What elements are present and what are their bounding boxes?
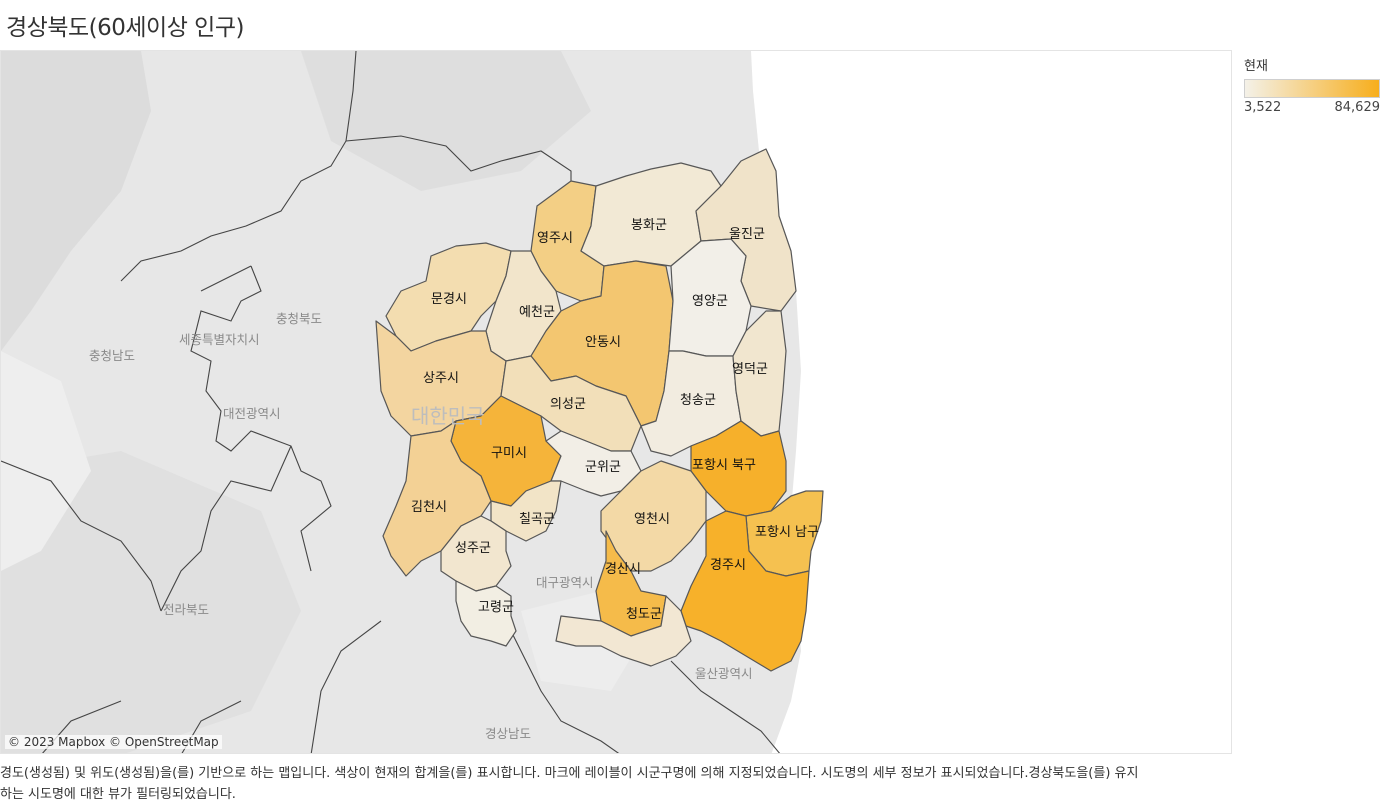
legend-labels: 3,522 84,629 (1244, 100, 1380, 115)
region-label-uljin: 울진군 (729, 227, 765, 242)
region-labels: 영주시 봉화군 울진군 문경시 예천군 안동시 영양군 상주시 의성군 청송군 … (411, 218, 819, 622)
region-label-gimcheon: 김천시 (411, 500, 447, 515)
region-label-mungyeong: 문경시 (431, 292, 467, 307)
region-label-gyeongsan: 경산시 (605, 562, 641, 577)
region-label-gunwi: 군위군 (585, 460, 621, 475)
region-polygons (375, 148, 824, 672)
color-legend: 현재 3,522 84,629 (1244, 55, 1380, 115)
region-cheongdo[interactable] (555, 595, 692, 667)
bg-label-gyeongnam: 경상남도 (485, 726, 531, 741)
region-label-chilgok: 칠곡군 (519, 512, 555, 527)
legend-title: 현재 (1244, 59, 1268, 74)
region-yeongdeok[interactable] (732, 310, 787, 437)
region-seongju[interactable] (440, 515, 512, 592)
region-label-gyeongju: 경주시 (710, 558, 746, 573)
bg-label-sejong: 세종특별자치시 (179, 332, 260, 347)
region-goryeong[interactable] (455, 580, 517, 647)
region-label-yeongyang: 영양군 (692, 294, 728, 309)
bg-label-korea: 대한민국 (411, 404, 485, 428)
region-label-pohang-buk: 포항시 북구 (692, 458, 756, 473)
bg-label-chungnam: 충청남도 (89, 348, 135, 363)
region-label-uiseong: 의성군 (550, 397, 586, 412)
region-label-sangju: 상주시 (423, 371, 459, 386)
region-label-bonghwa: 봉화군 (631, 218, 667, 233)
bg-label-daegu: 대구광역시 (536, 575, 594, 590)
map-caption: 경도(생성됨) 및 위도(생성됨)을(를) 기반으로 하는 맵입니다. 색상이 … (0, 766, 1139, 802)
bg-label-daejeon: 대전광역시 (223, 406, 281, 421)
region-yeongcheon[interactable] (600, 460, 707, 572)
region-label-cheongsong: 청송군 (680, 393, 716, 408)
legend-min-label: 3,522 (1244, 100, 1282, 115)
region-label-yeongju: 영주시 (537, 231, 573, 246)
bg-label-chungbuk: 충청북도 (276, 311, 322, 326)
background-labels: 충청북도 세종특별자치시 충청남도 대전광역시 대한민국 전라북도 대구광역시 … (89, 311, 753, 741)
region-label-yecheon: 예천군 (519, 305, 555, 320)
region-label-yeongcheon: 영천시 (634, 512, 670, 527)
bg-label-ulsan: 울산광역시 (695, 666, 753, 681)
page-title: 경상북도(60세이상 인구) (6, 15, 244, 41)
legend-max-label: 84,629 (1334, 100, 1381, 115)
region-label-pohang-nam: 포항시 남구 (755, 525, 819, 540)
map-attribution[interactable]: © 2023 Mapbox © OpenStreetMap (5, 735, 222, 749)
region-label-gumi: 구미시 (491, 446, 527, 461)
map-view[interactable]: 충청북도 세종특별자치시 충청남도 대전광역시 대한민국 전라북도 대구광역시 … (0, 50, 1232, 754)
legend-gradient-bar (1244, 79, 1380, 98)
background-borders (1, 51, 781, 753)
region-label-yeongdeok: 영덕군 (732, 362, 768, 377)
bg-label-jeonbuk: 전라북도 (163, 602, 209, 617)
region-label-goryeong: 고령군 (478, 600, 514, 615)
region-label-seongju: 성주군 (455, 541, 491, 556)
region-label-andong: 안동시 (585, 335, 621, 350)
map-canvas[interactable]: 충청북도 세종특별자치시 충청남도 대전광역시 대한민국 전라북도 대구광역시 … (1, 51, 1232, 754)
region-label-cheongdo: 청도군 (626, 607, 662, 622)
